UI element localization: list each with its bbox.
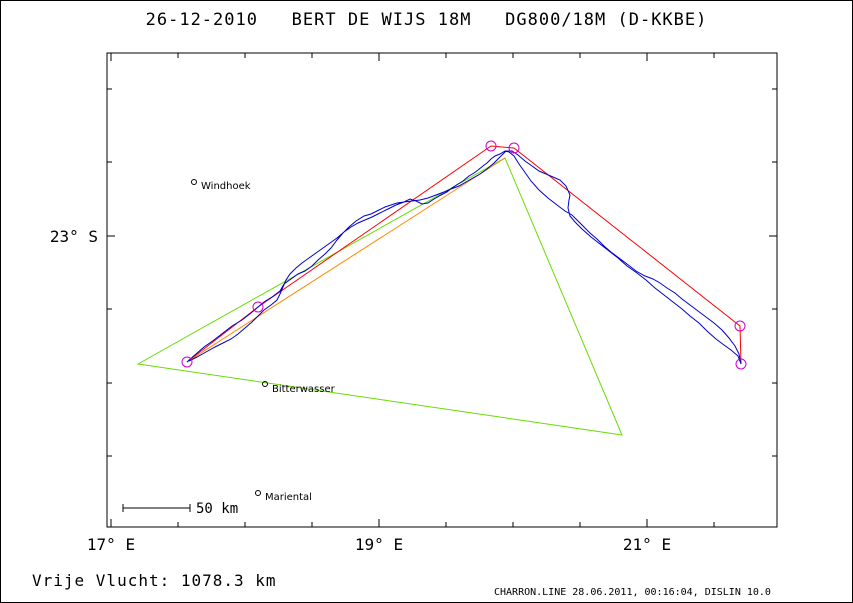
- place-marker-icon: [191, 179, 197, 185]
- turnpoint-marker: [485, 140, 497, 152]
- place-marker-icon: [255, 490, 261, 496]
- turnpoint-marker: [735, 358, 747, 370]
- free-flight-distance: Vrije Vlucht: 1078.3 km: [32, 571, 277, 590]
- flight-track: [186, 150, 742, 365]
- place-label-bitterwasser: Bitterwasser: [272, 384, 336, 395]
- scale-bar: [122, 504, 191, 512]
- flight-title: 26-12-2010 BERT DE WIJS 18M DG800/18M (D…: [145, 10, 708, 30]
- x-tick-label: 17° E: [87, 535, 135, 554]
- turnpoint-marker: [181, 356, 193, 368]
- turnpoint-marker: [252, 301, 264, 313]
- fai-triangle: [136, 157, 623, 436]
- x-tick-label: 21° E: [623, 535, 671, 554]
- x-ticks: [110, 53, 715, 527]
- y-ticks: [107, 88, 777, 457]
- x-tick-label: 19° E: [355, 535, 403, 554]
- declared-leg: [186, 157, 506, 363]
- turnpoint-marker: [734, 320, 746, 332]
- turnpoints: [181, 140, 747, 370]
- y-tick-label: 23° S: [50, 227, 98, 246]
- place-marker-icon: [262, 381, 268, 387]
- turnpoint-marker: [508, 142, 520, 154]
- place-label-mariental: Mariental: [265, 492, 312, 503]
- place-label-windhoek: Windhoek: [201, 181, 251, 192]
- plot-area: [106, 52, 778, 528]
- task-route: [186, 145, 742, 365]
- scale-bar-label: 50 km: [196, 501, 238, 517]
- credit-line: CHARRON.LINE 28.06.2011, 00:16:04, DISLI…: [494, 587, 771, 598]
